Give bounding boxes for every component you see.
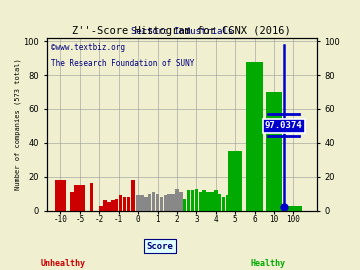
Bar <box>202 190 206 211</box>
Bar <box>175 188 179 211</box>
Bar <box>246 62 263 211</box>
Bar <box>198 192 202 211</box>
Bar <box>148 194 152 211</box>
Bar <box>214 190 217 211</box>
Bar <box>228 151 242 211</box>
Y-axis label: Number of companies (573 total): Number of companies (573 total) <box>14 58 21 190</box>
Text: Unhealthy: Unhealthy <box>40 259 86 268</box>
Bar <box>218 194 221 211</box>
Bar <box>55 180 66 211</box>
Text: Sector: Industrials: Sector: Industrials <box>131 27 233 36</box>
Bar <box>90 184 93 211</box>
Bar <box>131 180 135 211</box>
Bar <box>111 200 114 211</box>
Bar <box>187 190 190 211</box>
Bar <box>167 194 171 211</box>
Bar <box>140 195 144 211</box>
Bar <box>123 197 126 211</box>
Bar <box>99 205 103 211</box>
Bar <box>75 185 85 211</box>
Bar <box>222 197 225 211</box>
Text: The Research Foundation of SUNY: The Research Foundation of SUNY <box>51 59 194 68</box>
Bar <box>115 199 118 211</box>
Text: Score: Score <box>147 242 174 251</box>
Bar <box>179 192 183 211</box>
Bar <box>156 194 159 211</box>
Bar <box>119 195 122 211</box>
Bar <box>107 202 111 211</box>
Bar <box>226 195 229 211</box>
Bar <box>127 197 130 211</box>
Bar <box>183 199 186 211</box>
Bar <box>210 192 213 211</box>
Bar <box>171 194 175 211</box>
Bar <box>103 200 107 211</box>
Text: 97.0374: 97.0374 <box>265 122 303 130</box>
Bar <box>144 197 148 211</box>
Text: Healthy: Healthy <box>251 259 286 268</box>
Bar <box>163 195 167 211</box>
Title: Z''-Score Histogram for CGNX (2016): Z''-Score Histogram for CGNX (2016) <box>72 26 291 36</box>
Bar <box>266 92 282 211</box>
Bar <box>195 188 198 211</box>
Text: ©www.textbiz.org: ©www.textbiz.org <box>51 43 125 52</box>
Bar <box>285 205 302 211</box>
Bar <box>191 190 194 211</box>
Bar <box>152 192 156 211</box>
Bar <box>206 192 210 211</box>
Bar <box>136 195 140 211</box>
Bar <box>159 197 163 211</box>
Bar <box>70 192 74 211</box>
